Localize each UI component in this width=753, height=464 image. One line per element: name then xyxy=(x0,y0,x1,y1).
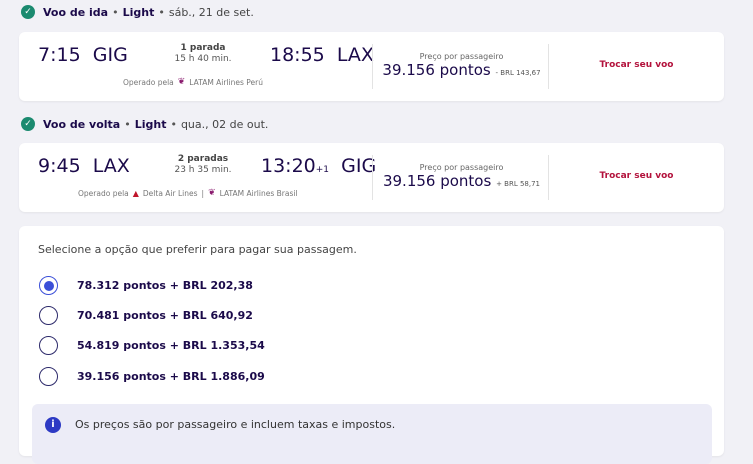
price-block: Preço por passageiro 39.156 pontos - BRL … xyxy=(382,52,541,79)
operated-by: Operado pela ▲ Delta Air Lines | ❦ LATAM Airl… xyxy=(78,188,298,198)
payment-option[interactable]: 54.819 pontos + BRL 1.353,54 xyxy=(39,336,265,355)
payment-option[interactable]: 78.312 pontos + BRL 202,38 xyxy=(39,276,253,295)
leg-date: sáb., 21 de set. xyxy=(168,5,254,19)
change-flight-link[interactable]: Trocar seu voo xyxy=(599,60,674,70)
radio-selected[interactable] xyxy=(39,276,58,295)
leg-date: qua., 02 de out. xyxy=(180,117,269,131)
payment-prompt: Selecione a opção que preferir para paga… xyxy=(38,243,357,256)
delta-logo-icon: ▲ xyxy=(132,188,139,198)
radio[interactable] xyxy=(39,306,58,325)
leg-title: Voo de volta xyxy=(43,117,121,131)
outbound-header: ✓ Voo de ida • Light • sáb., 21 de set. xyxy=(21,5,254,19)
payment-option[interactable]: 39.156 pontos + BRL 1.886,09 xyxy=(39,367,265,386)
price-block: Preço por passageiro 39.156 pontos + BRL … xyxy=(382,163,541,190)
divider xyxy=(548,155,549,200)
divider xyxy=(372,44,373,89)
stops-info: 1 parada 15 h 40 min. xyxy=(174,43,232,64)
info-text: Os preços são por passageiro e incluem t… xyxy=(75,418,396,431)
radio[interactable] xyxy=(39,336,58,355)
arrival: 13:20+1 GIG xyxy=(261,155,377,177)
fare-name: Light xyxy=(134,117,167,131)
outbound-flight-card: 7:15 GIG 1 parada 15 h 40 min. 18:55 LAX … xyxy=(19,32,724,101)
latam-logo-icon: ❦ xyxy=(177,77,186,87)
leg-title: Voo de ida xyxy=(43,5,109,19)
inbound-header: ✓ Voo de volta • Light • qua., 02 de out. xyxy=(21,117,268,131)
stops-info: 2 paradas 23 h 35 min. xyxy=(174,154,232,175)
check-icon: ✓ xyxy=(21,117,35,131)
fare-name: Light xyxy=(122,5,155,19)
operated-by: Operado pela ❦ LATAM Airlines Perú xyxy=(123,77,264,87)
latam-logo-icon: ❦ xyxy=(208,188,216,198)
inbound-flight-card: 9:45 LAX 2 paradas 23 h 35 min. 13:20+1 G… xyxy=(19,143,724,212)
info-banner: i Os preços são por passageiro e incluem… xyxy=(32,404,712,464)
divider xyxy=(548,44,549,89)
radio[interactable] xyxy=(39,367,58,386)
payment-option[interactable]: 70.481 pontos + BRL 640,92 xyxy=(39,306,253,325)
info-icon: i xyxy=(45,417,61,433)
departure: 9:45 LAX xyxy=(38,155,130,177)
payment-options-card: Selecione a opção que preferir para paga… xyxy=(19,226,724,464)
arrival: 18:55 LAX xyxy=(270,44,374,66)
divider xyxy=(372,155,373,200)
change-flight-link[interactable]: Trocar seu voo xyxy=(599,171,674,181)
check-icon: ✓ xyxy=(21,5,35,19)
departure: 7:15 GIG xyxy=(38,44,128,66)
